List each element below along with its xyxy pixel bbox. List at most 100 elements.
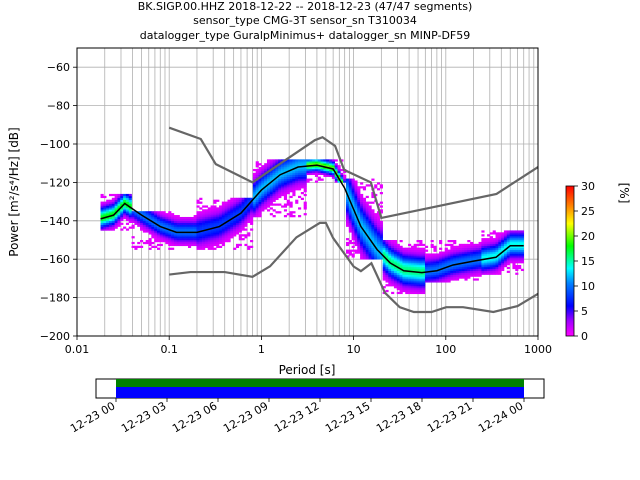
ppsd-cell <box>286 165 290 168</box>
ppsd-cell <box>216 207 220 210</box>
ppsd-cell <box>337 170 341 174</box>
ppsd-cell <box>501 257 505 260</box>
ppsd-cell <box>235 205 240 208</box>
ppsd-cell <box>419 266 423 270</box>
ppsd-cell <box>204 224 209 227</box>
ppsd-cell <box>230 199 234 202</box>
ppsd-cell <box>405 289 409 293</box>
ppsd-cell <box>187 228 192 231</box>
ppsd-cell <box>111 220 115 224</box>
ppsd-cell <box>433 259 437 262</box>
ppsd-cell <box>475 251 479 254</box>
ppsd-cell <box>467 243 471 247</box>
ppsd-cell <box>495 272 499 275</box>
ppsd-cell <box>100 228 104 231</box>
ppsd-cell <box>314 170 319 174</box>
ppsd-cell <box>416 272 420 275</box>
ppsd-cell <box>264 174 268 177</box>
ppsd-cell <box>509 232 513 235</box>
ppsd-cell <box>371 245 375 248</box>
ppsd-cell <box>458 249 462 252</box>
ppsd-cell <box>269 172 273 176</box>
ppsd-cell <box>221 234 225 237</box>
ppsd-cell <box>182 238 186 241</box>
ppsd-cell <box>354 201 358 204</box>
ppsd-cell <box>159 216 163 220</box>
ppsd-cell <box>300 197 304 200</box>
ppsd-cell <box>354 243 358 247</box>
ppsd-cell <box>156 243 161 247</box>
ppsd-cell <box>478 241 482 245</box>
ppsd-cell <box>216 216 220 220</box>
ppsd-cell <box>484 259 488 262</box>
ppsd-cell <box>481 253 485 256</box>
ppsd-cell <box>219 240 223 243</box>
ppsd-cell <box>199 218 203 222</box>
ppsd-cell <box>210 216 214 220</box>
ppsd-cell <box>478 257 482 260</box>
ppsd-cell <box>289 159 293 162</box>
ppsd-cell <box>111 218 115 222</box>
ppsd-cell <box>221 201 225 204</box>
ppsd-cell <box>444 263 448 266</box>
ppsd-cell <box>210 220 214 224</box>
ppsd-cell <box>368 228 372 231</box>
ppsd-cell <box>168 234 172 237</box>
ppsd-cell <box>323 161 327 164</box>
ppsd-cell <box>111 228 115 231</box>
ppsd-cell <box>458 274 462 277</box>
ppsd-cell <box>385 272 389 275</box>
ppsd-cell <box>518 238 522 241</box>
ppsd-cell <box>235 197 240 200</box>
ppsd-cell <box>258 180 262 183</box>
ppsd-cell <box>354 240 358 243</box>
ppsd-cell <box>368 218 372 222</box>
y-axis-label: Power [m²/s⁴/Hz] [dB] <box>7 127 21 256</box>
ppsd-cell <box>503 234 508 237</box>
ppsd-cell <box>410 249 414 252</box>
ppsd-cell <box>123 215 127 218</box>
ppsd-cell <box>114 199 118 202</box>
ppsd-cell <box>165 215 169 218</box>
ppsd-cell <box>478 255 482 258</box>
ppsd-cell <box>374 249 378 252</box>
ppsd-cell <box>216 230 220 233</box>
ppsd-cell <box>292 215 296 218</box>
ppsd-cell <box>137 245 141 248</box>
ppsd-cell <box>362 222 367 225</box>
ppsd-cell <box>261 186 265 189</box>
ppsd-cell <box>103 224 107 227</box>
ppsd-cell <box>408 276 412 279</box>
ppsd-cell <box>286 174 290 177</box>
ppsd-cell <box>193 232 197 235</box>
ppsd-cell <box>413 278 417 281</box>
ppsd-cell <box>518 261 522 264</box>
ppsd-cell <box>235 222 240 225</box>
ppsd-cell <box>199 236 203 239</box>
ppsd-cell <box>362 199 367 202</box>
ppsd-cell <box>470 247 474 250</box>
ppsd-cell <box>123 197 127 200</box>
ppsd-cell <box>492 268 496 272</box>
ppsd-cell <box>467 268 471 272</box>
ppsd-cell <box>374 226 378 229</box>
ppsd-cell <box>450 266 454 270</box>
ppsd-cell <box>148 230 152 233</box>
ppsd-cell <box>258 167 262 170</box>
ppsd-cell <box>224 232 228 235</box>
ppsd-cell <box>385 261 389 264</box>
ppsd-cell <box>430 259 434 262</box>
ppsd-cell <box>281 186 285 189</box>
ppsd-cell <box>396 257 400 260</box>
ppsd-cell <box>472 249 477 252</box>
ppsd-cell <box>286 172 290 176</box>
ppsd-cell <box>213 241 217 245</box>
ppsd-cell <box>371 215 375 218</box>
ppsd-cell <box>450 274 454 277</box>
ppsd-cell <box>354 218 358 222</box>
ppsd-cell <box>470 251 474 254</box>
ppsd-cell <box>123 199 127 202</box>
ppsd-cell <box>269 184 273 187</box>
ppsd-cell <box>266 201 271 204</box>
ppsd-cell <box>173 236 178 239</box>
